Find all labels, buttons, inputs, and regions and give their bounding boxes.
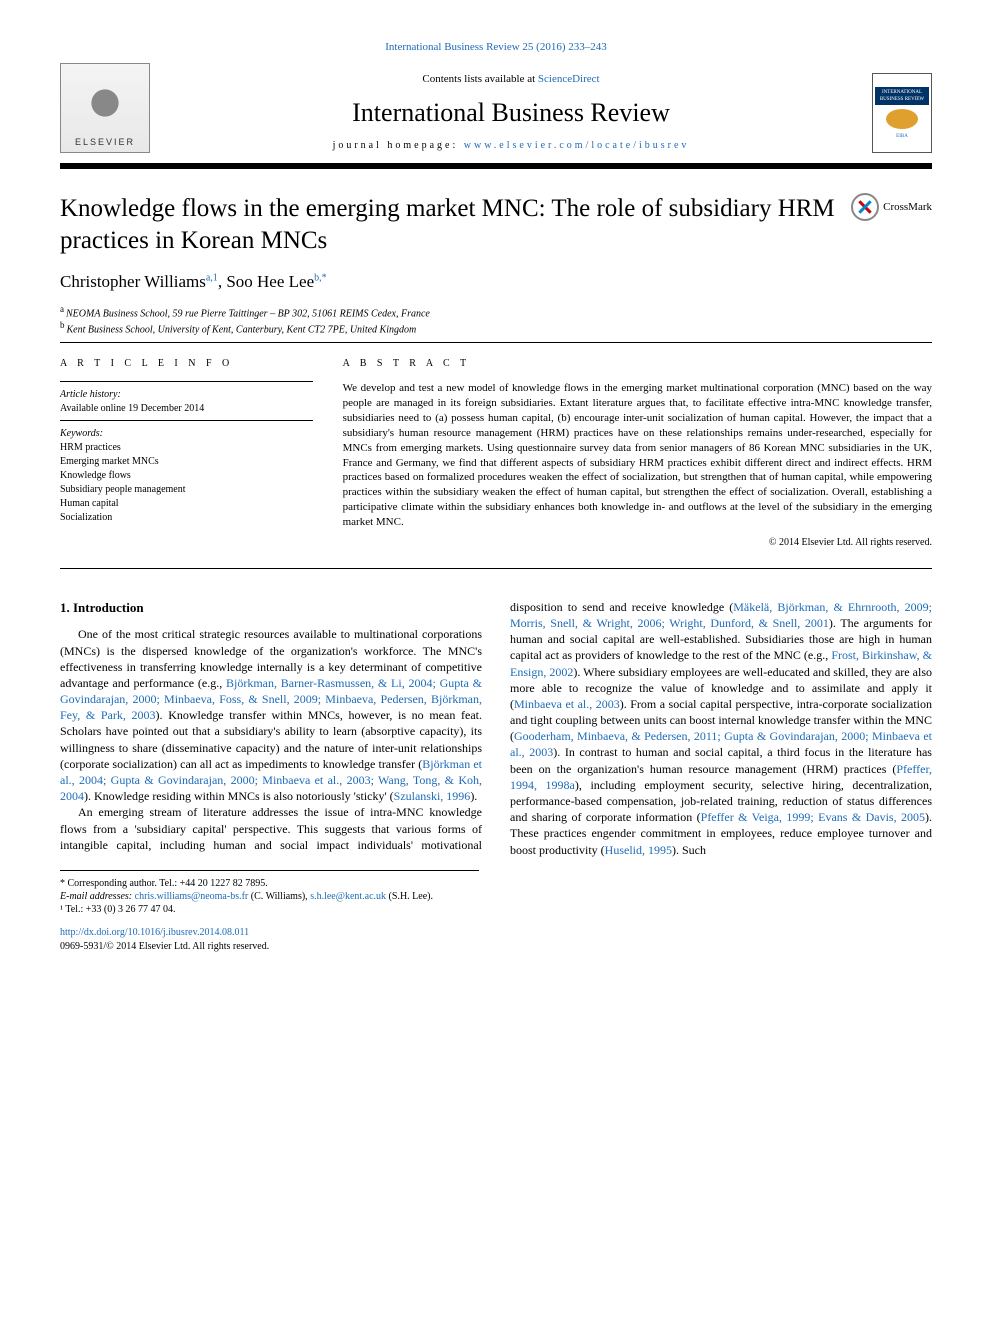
citation-link[interactable]: Minbaeva et al., 2003 [514,697,620,711]
history-text: Available online 19 December 2014 [60,402,313,416]
author-email-link[interactable]: s.h.lee@kent.ac.uk [310,891,386,902]
keyword: Human capital [60,497,313,511]
sciencedirect-link[interactable]: ScienceDirect [538,73,600,85]
author-email-link[interactable]: chris.williams@neoma-bs.fr [135,891,249,902]
keywords-label: Keywords: [60,427,313,441]
elsevier-tree-icon [75,81,135,136]
contents-available-text: Contents lists available at ScienceDirec… [162,72,860,87]
corresponding-author-note: * Corresponding author. Tel.: +44 20 122… [60,877,479,890]
masthead: ELSEVIER Contents lists available at Sci… [60,63,932,169]
journal-homepage: journal homepage: www.elsevier.com/locat… [162,139,860,153]
publisher-name: ELSEVIER [75,136,135,149]
journal-ref-link[interactable]: International Business Review 25 (2016) … [60,40,932,55]
keyword: Socialization [60,511,313,525]
cover-globe-icon [886,109,918,129]
publisher-logo: ELSEVIER [60,63,150,153]
abstract-copyright: © 2014 Elsevier Ltd. All rights reserved… [343,536,932,550]
article-title: Knowledge flows in the emerging market M… [60,193,839,256]
article-info-column: A R T I C L E I N F O Article history: A… [60,357,313,549]
cover-society: EIBA [896,133,908,140]
bottom-metadata: http://dx.doi.org/10.1016/j.ibusrev.2014… [60,926,932,954]
email-addresses: E-mail addresses: chris.williams@neoma-b… [60,890,479,903]
issn-copyright: 0969-5931/© 2014 Elsevier Ltd. All right… [60,941,269,952]
affiliation-b: bKent Business School, University of Ken… [60,320,932,336]
paragraph: One of the most critical strategic resou… [60,626,482,804]
author-2: Soo Hee Lee [226,272,314,291]
abstract-column: A B S T R A C T We develop and test a ne… [343,357,932,549]
keyword: HRM practices [60,441,313,455]
footnotes: * Corresponding author. Tel.: +44 20 122… [60,870,479,916]
citation-link[interactable]: Huselid, 1995 [605,843,672,857]
keyword: Emerging market MNCs [60,455,313,469]
tel-footnote: ¹ Tel.: +33 (0) 3 26 77 47 04. [60,903,479,916]
author-list: Christopher Williamsa,1, Soo Hee Leeb,* [60,270,932,294]
crossmark-badge[interactable]: CrossMark [851,193,932,221]
doi-link[interactable]: http://dx.doi.org/10.1016/j.ibusrev.2014… [60,927,249,938]
article-info-heading: A R T I C L E I N F O [60,357,313,371]
homepage-link[interactable]: www.elsevier.com/locate/ibusrev [464,140,690,151]
author-2-affil-link[interactable]: b,* [314,272,327,283]
article-body: 1. Introduction One of the most critical… [60,599,932,858]
keyword: Subsidiary people management [60,483,313,497]
abstract-text: We develop and test a new model of knowl… [343,381,932,529]
citation-link[interactable]: Pfeffer & Veiga, 1999; Evans & Davis, 20… [701,810,925,824]
affiliations: aNEOMA Business School, 59 rue Pierre Ta… [60,304,932,337]
journal-title: International Business Review [162,95,860,131]
section-heading: 1. Introduction [60,599,482,617]
author-1-affil-link[interactable]: a,1 [206,272,218,283]
crossmark-icon [851,193,879,221]
cover-title: INTERNATIONAL BUSINESS REVIEW [875,87,929,105]
keywords-list: HRM practices Emerging market MNCs Knowl… [60,441,313,525]
citation-link[interactable]: Szulanski, 1996 [394,789,471,803]
keyword: Knowledge flows [60,469,313,483]
affiliation-a: aNEOMA Business School, 59 rue Pierre Ta… [60,304,932,320]
history-label: Article history: [60,388,313,402]
author-1: Christopher Williams [60,272,206,291]
abstract-heading: A B S T R A C T [343,357,932,371]
journal-cover-thumbnail: INTERNATIONAL BUSINESS REVIEW EIBA [872,73,932,153]
crossmark-label: CrossMark [883,200,932,215]
